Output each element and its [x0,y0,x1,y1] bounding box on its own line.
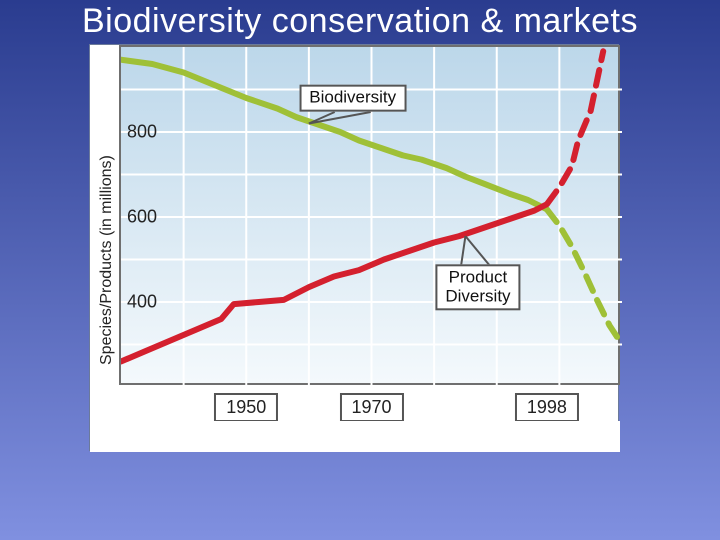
x-tick-box: 1970 [339,393,403,422]
x-tick-box: 1998 [515,393,579,422]
chart-card: Species/Products (in millions) 400 600 800… [89,44,619,451]
chart-plot-area: 400600800195019701998BiodiversityProduct… [119,45,620,385]
y-tick-label: 800 [127,122,157,143]
y-tick-label: 400 [127,292,157,313]
series-callout: Biodiversity [299,85,406,112]
x-tick-box: 1950 [214,393,278,422]
y-axis-label: Species/Products (in millions) [98,155,116,365]
y-tick-label: 600 [127,207,157,228]
chart-bottom-pad [90,421,620,452]
slide-title: Biodiversity conservation & markets [0,2,720,41]
series-callout: ProductDiversity [435,264,520,309]
